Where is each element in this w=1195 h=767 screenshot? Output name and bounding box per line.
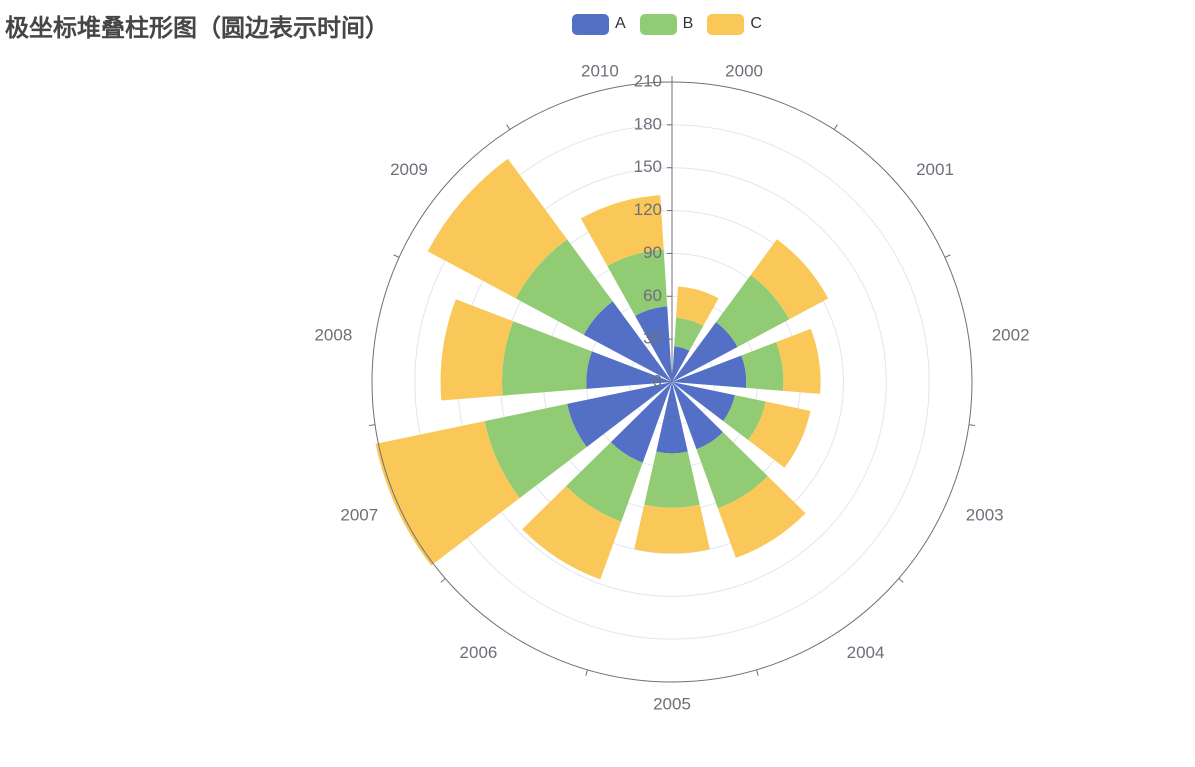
bar-segment-a-2002[interactable] <box>672 355 747 388</box>
bar-segment-b-2010[interactable] <box>607 249 668 316</box>
angle-label-2001: 2001 <box>916 160 954 179</box>
legend-label-b: B <box>682 15 694 32</box>
radius-label-180: 180 <box>634 114 662 133</box>
bar-segment-c-2008[interactable] <box>440 299 514 401</box>
angle-tick <box>585 669 588 676</box>
axis-layer: 2000 2001 2002 2003 2004 2005 2006 2007 2008 2009… <box>314 62 1029 714</box>
bar-segment-b-2002[interactable] <box>741 342 784 391</box>
angle-tick <box>968 424 975 427</box>
chart-title: 极坐标堆叠柱形图（圆边表示时间） <box>5 14 389 42</box>
radius-label-90: 90 <box>643 243 662 262</box>
angle-tick <box>440 578 446 583</box>
bar-segment-b-2004[interactable] <box>696 432 768 509</box>
bar-segment-a-2008[interactable] <box>586 351 672 389</box>
angle-tick <box>393 254 400 258</box>
legend-swatch-c <box>707 13 745 35</box>
angle-label-2007: 2007 <box>340 506 378 525</box>
bar-segment-a-2001[interactable] <box>672 322 738 382</box>
bar-segment-b-2005[interactable] <box>644 451 700 508</box>
legend-item-b[interactable]: B <box>639 13 694 35</box>
bar-segment-b-2001[interactable] <box>716 274 790 347</box>
angle-label-2008: 2008 <box>314 326 352 345</box>
bar-segment-c-2010[interactable] <box>580 195 664 266</box>
bar-segment-a-2006[interactable] <box>610 382 672 463</box>
bar-segment-c-2005[interactable] <box>634 504 710 554</box>
radius-label-30: 30 <box>643 329 662 348</box>
legend-swatch-a <box>572 13 609 35</box>
bar-segment-a-2004[interactable] <box>672 382 723 450</box>
bar-segment-c-2004[interactable] <box>717 476 806 558</box>
angle-label-2005: 2005 <box>653 694 691 713</box>
angle-label-2000: 2000 <box>725 62 763 81</box>
bar-segment-c-2001[interactable] <box>750 239 829 320</box>
bar-segment-a-2007[interactable] <box>567 382 672 447</box>
legend-label-a: A <box>615 15 626 32</box>
bar-segment-a-2010[interactable] <box>635 306 672 382</box>
bar-segment-b-2009[interactable] <box>515 239 613 335</box>
radius-label-0: 0 <box>653 371 662 390</box>
angle-tick <box>898 578 904 583</box>
radius-label-210: 210 <box>634 71 662 90</box>
angle-tick <box>756 669 759 676</box>
angle-label-2002: 2002 <box>992 326 1030 345</box>
angle-label-2010: 2010 <box>581 62 619 81</box>
bar-segment-b-2003[interactable] <box>723 395 766 441</box>
angle-label-2004: 2004 <box>847 643 885 662</box>
angle-tick <box>944 254 951 258</box>
radius-label-60: 60 <box>643 286 662 305</box>
bar-segment-c-2006[interactable] <box>522 486 622 580</box>
bar-segment-b-2006[interactable] <box>566 442 643 522</box>
legend-label-c: C <box>750 15 762 32</box>
legend-item-c[interactable]: C <box>707 13 762 35</box>
bar-segment-c-2002[interactable] <box>776 328 821 394</box>
bar-segment-b-2007[interactable] <box>484 403 587 499</box>
angle-tick <box>369 424 376 427</box>
bar-segment-a-2003[interactable] <box>672 382 735 421</box>
bar-segment-c-2003[interactable] <box>748 401 811 468</box>
bar-segment-b-2000[interactable] <box>674 317 704 351</box>
bar-segment-a-2005[interactable] <box>656 382 688 454</box>
bar-segment-c-2000[interactable] <box>676 286 719 326</box>
bars-layer <box>375 158 829 580</box>
radius-label-150: 150 <box>634 157 662 176</box>
angle-label-2009: 2009 <box>390 160 428 179</box>
legend: A B C <box>572 12 776 36</box>
angle-label-2003: 2003 <box>966 506 1004 525</box>
angle-tick <box>506 124 511 130</box>
bar-segment-c-2007[interactable] <box>375 421 520 566</box>
bar-segment-c-2009[interactable] <box>427 158 568 299</box>
legend-item-a[interactable]: A <box>572 13 626 35</box>
radius-label-120: 120 <box>634 200 662 219</box>
angle-tick <box>833 124 838 130</box>
bar-segment-a-2009[interactable] <box>583 301 672 382</box>
legend-swatch-b <box>639 13 677 35</box>
angle-label-2006: 2006 <box>460 643 498 662</box>
bar-segment-a-2000[interactable] <box>672 346 690 382</box>
bar-segment-b-2008[interactable] <box>502 321 592 396</box>
